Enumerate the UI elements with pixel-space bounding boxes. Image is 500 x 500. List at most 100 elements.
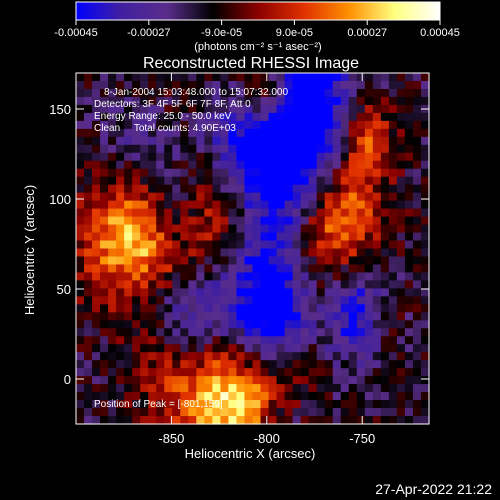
heatmap-cell <box>92 192 101 202</box>
heatmap-cell <box>180 312 189 321</box>
heatmap-cell <box>204 192 213 202</box>
heatmap-cell <box>340 73 350 82</box>
heatmap-cell <box>268 144 278 154</box>
heatmap-cell <box>356 168 366 178</box>
heatmap-cell <box>220 352 230 361</box>
heatmap-cell <box>268 152 278 162</box>
heatmap-cell <box>108 73 117 82</box>
heatmap-cell <box>268 80 278 90</box>
heatmap-cell <box>140 136 149 146</box>
heatmap-cell <box>204 336 213 345</box>
heatmap-cell <box>148 328 157 337</box>
heatmap-cell <box>108 176 117 186</box>
heatmap-cell <box>92 224 101 234</box>
heatmap-cell <box>316 328 326 337</box>
heatmap-image <box>76 73 430 425</box>
heatmap-cell <box>100 288 109 297</box>
heatmap-cell <box>180 288 189 297</box>
heatmap-cell <box>212 80 222 90</box>
heatmap-cell <box>100 376 109 385</box>
heatmap-cell <box>180 400 189 409</box>
heatmap-cell <box>76 232 85 242</box>
heatmap-cell <box>164 176 173 186</box>
heatmap-cell <box>324 192 334 202</box>
heatmap-cell <box>236 96 246 106</box>
heatmap-cell <box>412 352 422 361</box>
colorbar-ticks: -0.00045 -0.00027 -9.0e-05 9.0e-05 0.00027 0.… <box>54 20 460 39</box>
heatmap-cell <box>412 416 422 425</box>
heatmap-cell <box>340 344 350 353</box>
heatmap-cell <box>100 312 109 321</box>
heatmap-cell <box>84 360 93 369</box>
heatmap-cell <box>252 112 262 122</box>
heatmap-cell <box>236 73 246 82</box>
heatmap-cell <box>84 240 93 250</box>
heatmap-cell <box>276 256 286 266</box>
heatmap-cell <box>148 408 157 417</box>
heatmap-cell <box>92 184 101 194</box>
heatmap-cell <box>420 272 430 282</box>
heatmap-cell <box>124 376 133 385</box>
heatmap-cell <box>252 376 262 385</box>
heatmap-cell <box>132 216 141 226</box>
heatmap-cell <box>164 80 173 90</box>
heatmap-cell <box>396 264 406 274</box>
heatmap-cell <box>236 216 246 226</box>
heatmap-cell <box>332 184 342 194</box>
heatmap-cell <box>172 280 181 289</box>
heatmap-cell <box>148 352 157 361</box>
heatmap-cell <box>268 232 278 242</box>
heatmap-cell <box>364 184 374 194</box>
heatmap-cell <box>92 360 101 369</box>
heatmap-cell <box>188 336 197 345</box>
heatmap-cell <box>244 256 254 266</box>
heatmap-cell <box>356 296 366 305</box>
heatmap-cell <box>148 392 157 401</box>
heatmap-cell <box>388 168 398 178</box>
heatmap-cell <box>340 136 350 146</box>
heatmap-cell <box>244 288 254 297</box>
heatmap-cell <box>412 392 422 401</box>
heatmap-cell <box>228 280 238 289</box>
heatmap-cell <box>204 73 213 82</box>
heatmap-cell <box>92 73 101 82</box>
heatmap-cell <box>244 272 254 282</box>
heatmap-cell <box>404 112 414 122</box>
heatmap-cell <box>324 312 334 321</box>
heatmap-cell <box>108 264 117 274</box>
heatmap-cell <box>220 336 230 345</box>
heatmap-cell <box>388 368 398 377</box>
heatmap-cell <box>132 104 141 114</box>
heatmap-cell <box>84 400 93 409</box>
heatmap-cell <box>300 176 310 186</box>
heatmap-cell <box>372 160 382 170</box>
heatmap-cell <box>76 336 85 345</box>
heatmap-cell <box>156 128 165 138</box>
heatmap-cell <box>316 144 326 154</box>
heatmap-cell <box>268 240 278 250</box>
heatmap-cell <box>388 320 398 329</box>
heatmap-cell <box>292 240 302 250</box>
heatmap-cell <box>252 88 262 98</box>
heatmap-cell <box>124 408 133 417</box>
heatmap-cell <box>276 232 286 242</box>
heatmap-cell <box>108 408 117 417</box>
heatmap-cell <box>284 256 294 266</box>
heatmap-cell <box>84 320 93 329</box>
heatmap-cell <box>228 128 238 138</box>
heatmap-cell <box>124 216 133 226</box>
heatmap-cell <box>100 352 109 361</box>
heatmap-cell <box>292 120 302 130</box>
heatmap-cell <box>188 240 197 250</box>
heatmap-cell <box>124 248 133 258</box>
heatmap-cell <box>188 392 197 401</box>
heatmap-cell <box>340 352 350 361</box>
heatmap-cell <box>236 240 246 250</box>
heatmap-cell <box>228 336 238 345</box>
heatmap-cell <box>156 344 165 353</box>
heatmap-cell <box>220 280 230 289</box>
heatmap-cell <box>388 176 398 186</box>
heatmap-cell <box>156 168 165 178</box>
heatmap-cell <box>380 176 390 186</box>
heatmap-cell <box>412 360 422 369</box>
